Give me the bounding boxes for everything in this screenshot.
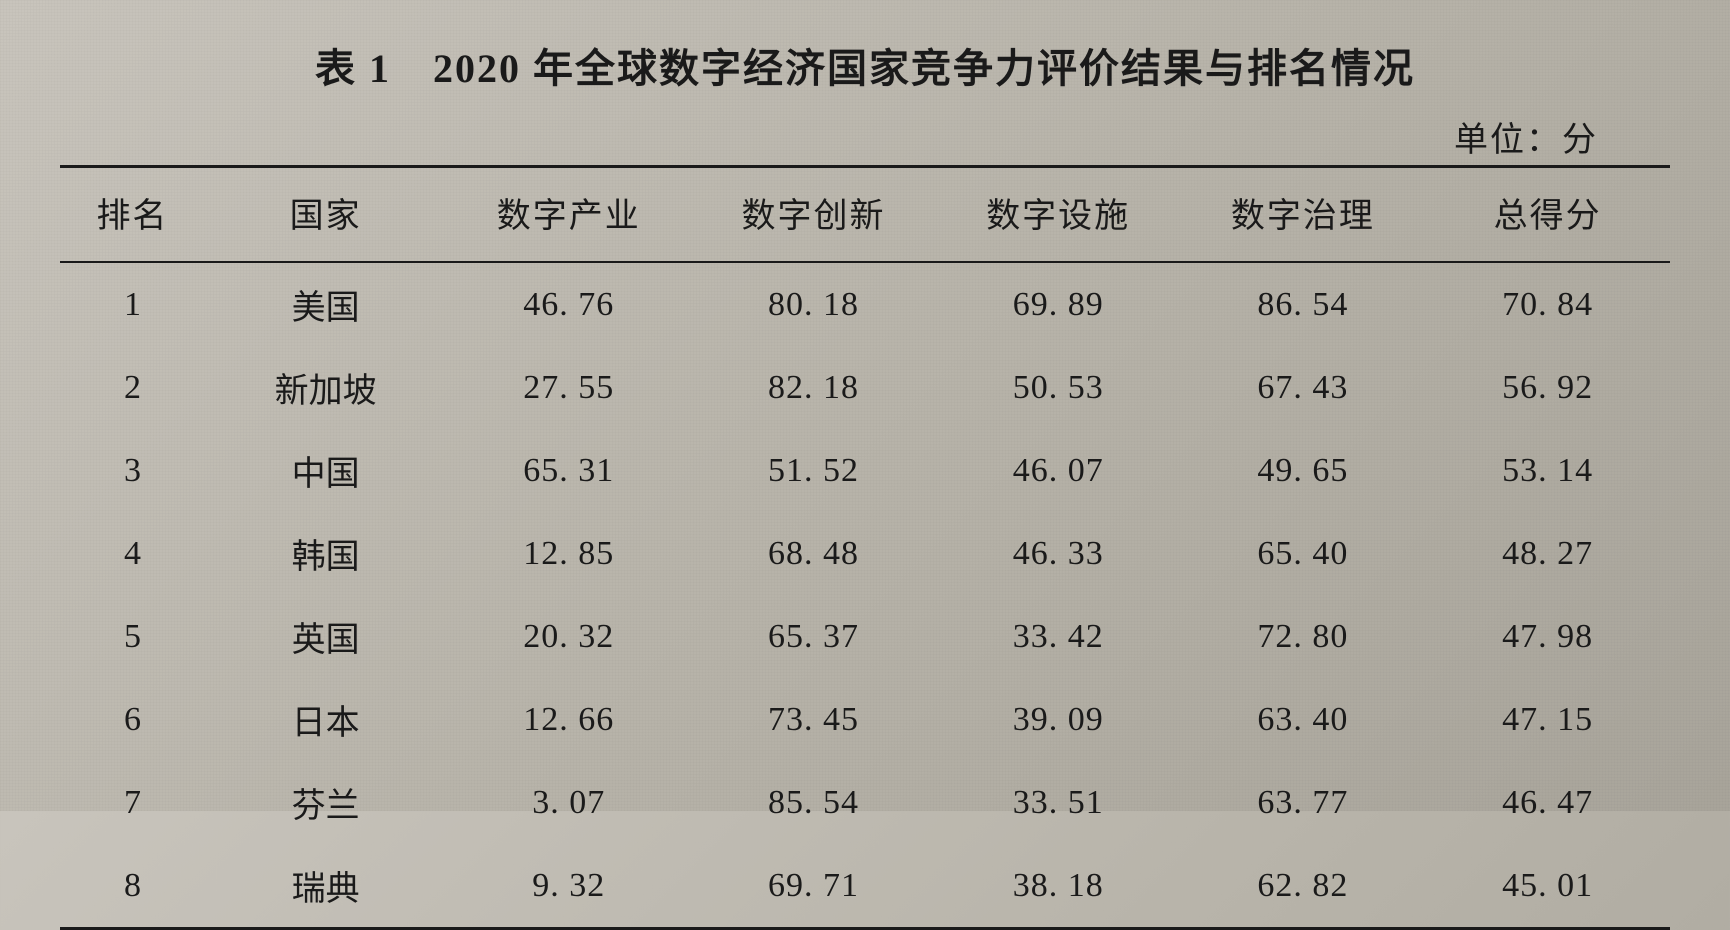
cell-industry: 9. 32 xyxy=(446,844,691,929)
cell-governance: 72. 80 xyxy=(1181,595,1426,678)
cell-infra: 38. 18 xyxy=(936,844,1181,929)
cell-infra: 46. 07 xyxy=(936,429,1181,512)
cell-infra: 33. 51 xyxy=(936,761,1181,844)
cell-governance: 67. 43 xyxy=(1181,346,1426,429)
header-total: 总得分 xyxy=(1425,167,1670,263)
cell-industry: 65. 31 xyxy=(446,429,691,512)
cell-rank: 1 xyxy=(60,262,205,346)
cell-industry: 20. 32 xyxy=(446,595,691,678)
table-body: 1 美国 46. 76 80. 18 69. 89 86. 54 70. 84 … xyxy=(60,262,1670,929)
cell-infra: 69. 89 xyxy=(936,262,1181,346)
cell-rank: 6 xyxy=(60,678,205,761)
cell-country: 英国 xyxy=(205,595,447,678)
header-governance: 数字治理 xyxy=(1181,167,1426,263)
table-row: 7 芬兰 3. 07 85. 54 33. 51 63. 77 46. 47 xyxy=(60,761,1670,844)
cell-rank: 8 xyxy=(60,844,205,929)
cell-innovation: 65. 37 xyxy=(691,595,936,678)
header-country: 国家 xyxy=(205,167,447,263)
cell-total: 46. 47 xyxy=(1425,761,1670,844)
cell-governance: 49. 65 xyxy=(1181,429,1426,512)
cell-country: 新加坡 xyxy=(205,346,447,429)
cell-country: 瑞典 xyxy=(205,844,447,929)
table-row: 8 瑞典 9. 32 69. 71 38. 18 62. 82 45. 01 xyxy=(60,844,1670,929)
cell-governance: 62. 82 xyxy=(1181,844,1426,929)
cell-industry: 27. 55 xyxy=(446,346,691,429)
cell-total: 70. 84 xyxy=(1425,262,1670,346)
cell-innovation: 69. 71 xyxy=(691,844,936,929)
table-row: 3 中国 65. 31 51. 52 46. 07 49. 65 53. 14 xyxy=(60,429,1670,512)
header-infra: 数字设施 xyxy=(936,167,1181,263)
cell-total: 48. 27 xyxy=(1425,512,1670,595)
cell-innovation: 68. 48 xyxy=(691,512,936,595)
table-title: 表 1 2020 年全球数字经济国家竞争力评价结果与排名情况 xyxy=(60,36,1670,94)
table-row: 5 英国 20. 32 65. 37 33. 42 72. 80 47. 98 xyxy=(60,595,1670,678)
table-header-row: 排名 国家 数字产业 数字创新 数字设施 数字治理 总得分 xyxy=(60,167,1670,263)
cell-rank: 2 xyxy=(60,346,205,429)
header-industry: 数字产业 xyxy=(446,167,691,263)
cell-country: 中国 xyxy=(205,429,447,512)
cell-governance: 63. 40 xyxy=(1181,678,1426,761)
table-row: 2 新加坡 27. 55 82. 18 50. 53 67. 43 56. 92 xyxy=(60,346,1670,429)
cell-rank: 7 xyxy=(60,761,205,844)
cell-rank: 3 xyxy=(60,429,205,512)
cell-innovation: 73. 45 xyxy=(691,678,936,761)
table-row: 1 美国 46. 76 80. 18 69. 89 86. 54 70. 84 xyxy=(60,262,1670,346)
cell-innovation: 85. 54 xyxy=(691,761,936,844)
cell-country: 日本 xyxy=(205,678,447,761)
header-rank: 排名 xyxy=(60,167,205,263)
cell-infra: 39. 09 xyxy=(936,678,1181,761)
cell-country: 美国 xyxy=(205,262,447,346)
cell-rank: 4 xyxy=(60,512,205,595)
cell-governance: 86. 54 xyxy=(1181,262,1426,346)
table-row: 4 韩国 12. 85 68. 48 46. 33 65. 40 48. 27 xyxy=(60,512,1670,595)
cell-total: 47. 15 xyxy=(1425,678,1670,761)
cell-country: 芬兰 xyxy=(205,761,447,844)
cell-rank: 5 xyxy=(60,595,205,678)
cell-industry: 3. 07 xyxy=(446,761,691,844)
cell-innovation: 80. 18 xyxy=(691,262,936,346)
cell-total: 47. 98 xyxy=(1425,595,1670,678)
unit-label: 单位：分 xyxy=(60,112,1670,161)
cell-industry: 12. 66 xyxy=(446,678,691,761)
cell-total: 53. 14 xyxy=(1425,429,1670,512)
table-row: 6 日本 12. 66 73. 45 39. 09 63. 40 47. 15 xyxy=(60,678,1670,761)
cell-total: 45. 01 xyxy=(1425,844,1670,929)
header-innovation: 数字创新 xyxy=(691,167,936,263)
cell-infra: 33. 42 xyxy=(936,595,1181,678)
cell-country: 韩国 xyxy=(205,512,447,595)
cell-governance: 65. 40 xyxy=(1181,512,1426,595)
cell-infra: 46. 33 xyxy=(936,512,1181,595)
cell-industry: 46. 76 xyxy=(446,262,691,346)
cell-governance: 63. 77 xyxy=(1181,761,1426,844)
cell-innovation: 82. 18 xyxy=(691,346,936,429)
cell-industry: 12. 85 xyxy=(446,512,691,595)
cell-total: 56. 92 xyxy=(1425,346,1670,429)
cell-innovation: 51. 52 xyxy=(691,429,936,512)
ranking-table: 排名 国家 数字产业 数字创新 数字设施 数字治理 总得分 1 美国 46. 7… xyxy=(60,165,1670,930)
cell-infra: 50. 53 xyxy=(936,346,1181,429)
